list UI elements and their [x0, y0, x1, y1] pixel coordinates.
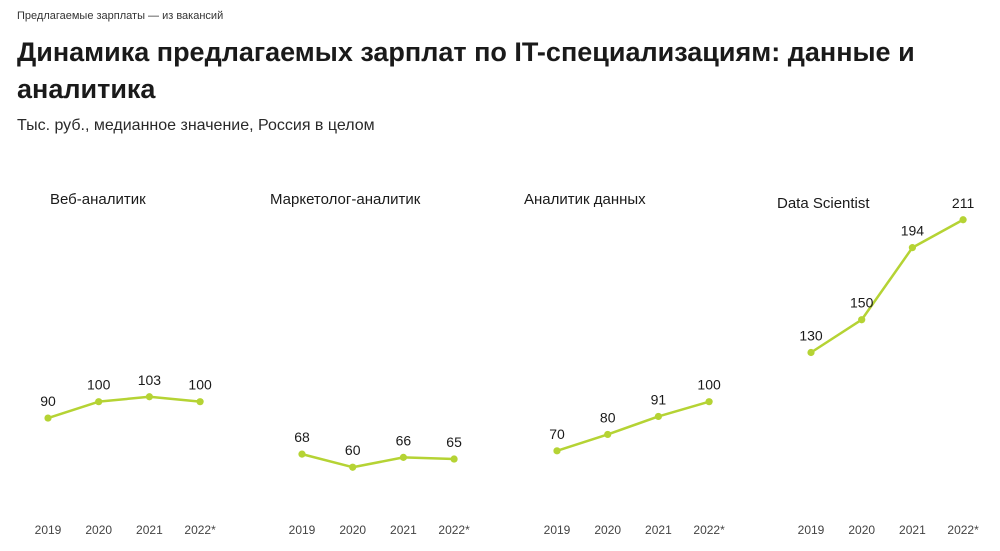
data-label: 60 — [345, 442, 361, 458]
panel-title-web-analyst: Веб-аналитик — [50, 191, 146, 208]
data-label: 211 — [952, 195, 975, 211]
data-label: 90 — [40, 393, 56, 409]
x-tick-label: 2021 — [645, 523, 672, 537]
x-tick-label: 2021 — [899, 523, 926, 537]
data-point — [959, 216, 967, 224]
data-label: 100 — [87, 377, 111, 393]
data-label: 103 — [138, 372, 162, 388]
data-point — [145, 393, 153, 401]
x-tick-label: 2021 — [390, 523, 417, 537]
data-label: 150 — [850, 295, 874, 311]
data-point — [349, 463, 357, 471]
series-line — [300, 452, 456, 469]
data-point — [95, 398, 103, 406]
data-point — [705, 398, 713, 406]
data-label: 68 — [294, 429, 310, 445]
data-label: 194 — [901, 223, 925, 239]
x-tick-label: 2022* — [693, 523, 725, 537]
x-tick-label: 2019 — [798, 523, 825, 537]
x-tick-label: 2020 — [85, 523, 112, 537]
x-tick-label: 2020 — [594, 523, 621, 537]
panel-title-marketing-analyst: Маркетолог-аналитик — [270, 191, 421, 208]
x-tick-label: 2020 — [848, 523, 875, 537]
page-title: Динамика предлагаемых зарплат по IT-спец… — [17, 37, 915, 104]
x-tick-label: 2022* — [947, 523, 979, 537]
data-point — [604, 430, 612, 439]
data-label: 91 — [651, 391, 667, 407]
data-point — [399, 453, 407, 461]
x-tick-label: 2019 — [35, 523, 62, 537]
x-tick-label: 2022* — [438, 523, 470, 537]
data-label: 70 — [549, 426, 565, 442]
data-point — [858, 316, 866, 324]
data-label: 100 — [697, 377, 721, 393]
data-label: 100 — [188, 377, 212, 393]
data-label: 80 — [600, 409, 616, 425]
series-line — [809, 218, 965, 354]
data-point — [553, 447, 561, 455]
panel-title-data-analyst: Аналитик данных — [524, 191, 646, 208]
data-label: 66 — [396, 432, 412, 448]
x-tick-label: 2019 — [544, 523, 571, 537]
data-point — [298, 450, 306, 458]
data-point — [654, 412, 663, 421]
x-tick-label: 2021 — [136, 523, 163, 537]
data-label: 130 — [799, 328, 823, 344]
series-line — [555, 400, 711, 453]
data-point — [196, 398, 204, 406]
x-tick-label: 2022* — [184, 523, 216, 537]
data-point — [908, 244, 917, 252]
page-subtitle: Тыс. руб., медианное значение, Россия в … — [17, 117, 375, 134]
data-point — [807, 348, 815, 357]
source-note: Предлагаемые зарплаты — из вакансий — [17, 10, 224, 22]
data-point — [450, 455, 458, 463]
panel-title-data-scientist: Data Scientist — [777, 195, 870, 212]
series-line — [46, 395, 202, 420]
data-point — [44, 414, 52, 422]
data-label: 65 — [446, 434, 462, 450]
x-tick-label: 2019 — [289, 523, 316, 537]
x-tick-label: 2020 — [339, 523, 366, 537]
